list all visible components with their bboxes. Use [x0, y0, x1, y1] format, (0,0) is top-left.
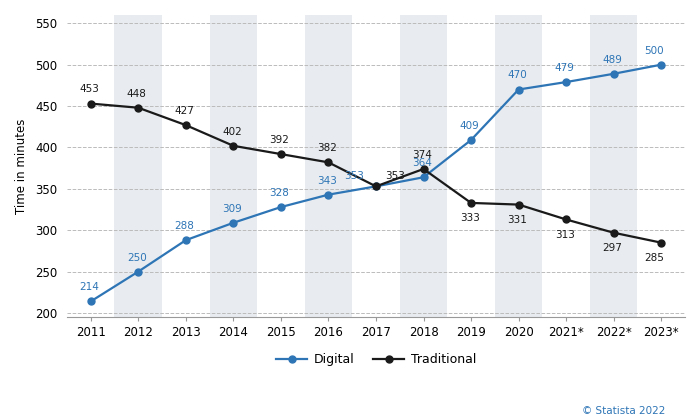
Bar [400, 15, 447, 317]
Traditional [372, 184, 380, 189]
Traditional [419, 166, 428, 171]
Bar [162, 15, 209, 317]
Text: 313: 313 [555, 230, 575, 239]
Text: 288: 288 [174, 221, 195, 231]
Text: 297: 297 [603, 243, 622, 253]
Text: 333: 333 [460, 213, 480, 223]
Digital [181, 238, 190, 243]
Bar [352, 15, 400, 317]
Digital [467, 137, 475, 142]
Text: 374: 374 [412, 150, 432, 160]
Text: 331: 331 [508, 215, 527, 225]
Bar [495, 15, 542, 317]
Text: 500: 500 [645, 45, 664, 55]
Text: 309: 309 [222, 204, 242, 214]
Digital [610, 71, 618, 76]
Digital [87, 299, 95, 304]
Bar [304, 15, 352, 317]
Text: 214: 214 [79, 282, 99, 292]
Traditional [467, 200, 475, 205]
Text: 353: 353 [344, 171, 364, 181]
Text: 250: 250 [127, 252, 147, 262]
Text: 353: 353 [386, 171, 405, 181]
Line: Digital: Digital [88, 61, 665, 305]
Digital [134, 269, 142, 274]
Traditional [134, 105, 142, 110]
Bar [209, 15, 257, 317]
Text: 448: 448 [127, 89, 147, 99]
Digital [514, 87, 523, 92]
Text: 285: 285 [644, 253, 664, 263]
Traditional [87, 101, 95, 106]
Bar [257, 15, 304, 317]
Bar [590, 15, 638, 317]
Text: 409: 409 [460, 121, 480, 131]
Traditional [181, 123, 190, 128]
Text: 328: 328 [270, 188, 289, 198]
Y-axis label: Time in minutes: Time in minutes [15, 118, 28, 214]
Bar [115, 15, 162, 317]
Line: Traditional: Traditional [88, 100, 665, 246]
Traditional [324, 160, 332, 165]
Text: 453: 453 [79, 84, 99, 94]
Text: 402: 402 [222, 127, 242, 136]
Digital [419, 175, 428, 180]
Traditional [229, 143, 237, 148]
Digital [372, 184, 380, 189]
Traditional [276, 152, 285, 157]
Digital [276, 205, 285, 210]
Text: 392: 392 [270, 135, 289, 145]
Digital [562, 79, 570, 84]
Text: 382: 382 [317, 143, 337, 153]
Legend: Digital, Traditional: Digital, Traditional [271, 348, 481, 371]
Traditional [657, 240, 666, 245]
Text: 343: 343 [317, 176, 337, 186]
Text: 364: 364 [412, 158, 432, 168]
Digital [324, 192, 332, 197]
Digital [657, 62, 666, 67]
Text: 470: 470 [508, 71, 527, 80]
Text: © Statista 2022: © Statista 2022 [582, 406, 665, 416]
Bar [638, 15, 685, 317]
Text: 427: 427 [174, 106, 195, 116]
Traditional [610, 230, 618, 235]
Bar [67, 15, 115, 317]
Bar [447, 15, 495, 317]
Digital [229, 220, 237, 225]
Text: 489: 489 [603, 55, 622, 65]
Text: 479: 479 [555, 63, 575, 73]
Bar [542, 15, 590, 317]
Traditional [562, 217, 570, 222]
Traditional [514, 202, 523, 207]
